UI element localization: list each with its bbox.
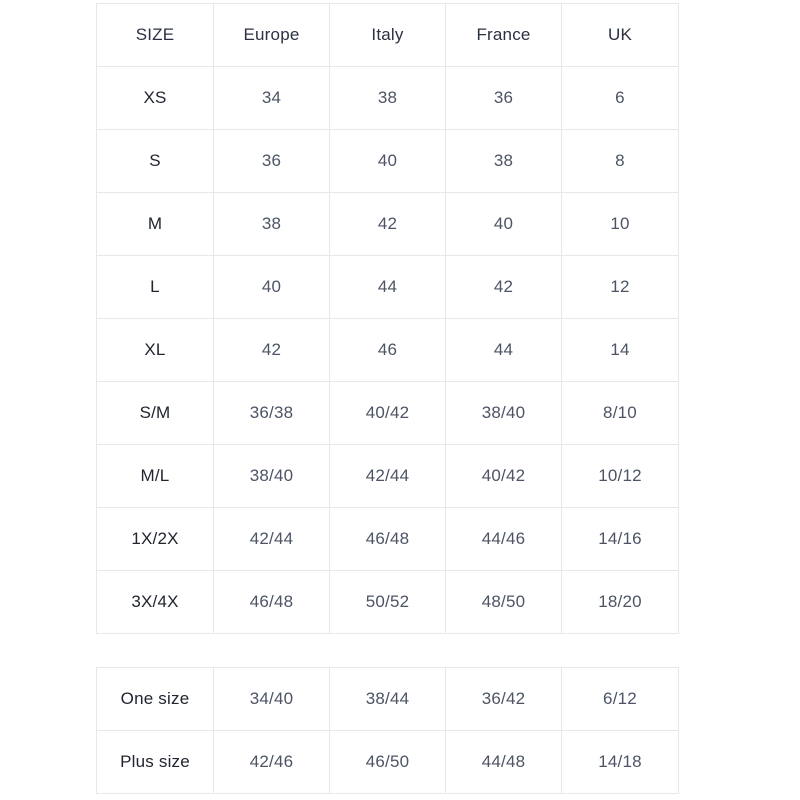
- row-label: 1X/2X: [96, 507, 214, 571]
- row-label: S/M: [96, 381, 214, 445]
- table-row: S 36 40 38 8: [96, 129, 679, 193]
- value-cell: 14: [561, 318, 679, 382]
- value-cell: 44: [329, 255, 446, 319]
- table-row: One size 34/40 38/44 36/42 6/12: [96, 667, 679, 731]
- table-header-row: SIZE Europe Italy France UK: [96, 3, 679, 67]
- value-cell: 46: [329, 318, 446, 382]
- table-row: 1X/2X 42/44 46/48 44/46 14/16: [96, 507, 679, 571]
- row-label: S: [96, 129, 214, 193]
- value-cell: 46/48: [329, 507, 446, 571]
- value-cell: 38: [213, 192, 330, 256]
- value-cell: 10/12: [561, 444, 679, 508]
- value-cell: 40/42: [445, 444, 562, 508]
- value-cell: 42: [329, 192, 446, 256]
- column-header-size: SIZE: [96, 3, 214, 67]
- value-cell: 40: [329, 129, 446, 193]
- value-cell: 36/38: [213, 381, 330, 445]
- row-label: 3X/4X: [96, 570, 214, 634]
- row-label: Plus size: [96, 730, 214, 794]
- table-row: 3X/4X 46/48 50/52 48/50 18/20: [96, 570, 679, 634]
- table-row: S/M 36/38 40/42 38/40 8/10: [96, 381, 679, 445]
- value-cell: 12: [561, 255, 679, 319]
- column-header-europe: Europe: [213, 3, 330, 67]
- value-cell: 36: [445, 66, 562, 130]
- row-label: M: [96, 192, 214, 256]
- value-cell: 48/50: [445, 570, 562, 634]
- table-body: XS 34 38 36 6 S 36 40 38 8 M 38 42 40 10: [96, 66, 679, 634]
- table-header: SIZE Europe Italy France UK: [96, 3, 679, 67]
- column-header-france: France: [445, 3, 562, 67]
- value-cell: 6: [561, 66, 679, 130]
- value-cell: 42/44: [329, 444, 446, 508]
- value-cell: 8: [561, 129, 679, 193]
- value-cell: 38: [445, 129, 562, 193]
- value-cell: 44/48: [445, 730, 562, 794]
- value-cell: 34: [213, 66, 330, 130]
- universal-size-table: One size 34/40 38/44 36/42 6/12 Plus siz…: [96, 667, 679, 794]
- row-label: M/L: [96, 444, 214, 508]
- table-body: One size 34/40 38/44 36/42 6/12 Plus siz…: [96, 667, 679, 794]
- value-cell: 42/46: [213, 730, 330, 794]
- row-label: L: [96, 255, 214, 319]
- value-cell: 46/48: [213, 570, 330, 634]
- value-cell: 44: [445, 318, 562, 382]
- value-cell: 38/40: [213, 444, 330, 508]
- value-cell: 36/42: [445, 667, 562, 731]
- value-cell: 14/18: [561, 730, 679, 794]
- table-row: Plus size 42/46 46/50 44/48 14/18: [96, 730, 679, 794]
- value-cell: 44/46: [445, 507, 562, 571]
- value-cell: 8/10: [561, 381, 679, 445]
- value-cell: 40/42: [329, 381, 446, 445]
- value-cell: 18/20: [561, 570, 679, 634]
- value-cell: 46/50: [329, 730, 446, 794]
- value-cell: 40: [213, 255, 330, 319]
- value-cell: 42: [445, 255, 562, 319]
- table-row: L 40 44 42 12: [96, 255, 679, 319]
- table-row: XL 42 46 44 14: [96, 318, 679, 382]
- value-cell: 42/44: [213, 507, 330, 571]
- value-cell: 34/40: [213, 667, 330, 731]
- table-row: XS 34 38 36 6: [96, 66, 679, 130]
- table-row: M 38 42 40 10: [96, 192, 679, 256]
- value-cell: 38/40: [445, 381, 562, 445]
- column-header-italy: Italy: [329, 3, 446, 67]
- row-label: One size: [96, 667, 214, 731]
- value-cell: 36: [213, 129, 330, 193]
- size-conversion-table: SIZE Europe Italy France UK XS 34 38 36 …: [96, 3, 679, 634]
- column-header-uk: UK: [561, 3, 679, 67]
- value-cell: 38: [329, 66, 446, 130]
- row-label: XL: [96, 318, 214, 382]
- value-cell: 14/16: [561, 507, 679, 571]
- value-cell: 38/44: [329, 667, 446, 731]
- row-label: XS: [96, 66, 214, 130]
- value-cell: 40: [445, 192, 562, 256]
- value-cell: 50/52: [329, 570, 446, 634]
- table-row: M/L 38/40 42/44 40/42 10/12: [96, 444, 679, 508]
- value-cell: 6/12: [561, 667, 679, 731]
- value-cell: 10: [561, 192, 679, 256]
- value-cell: 42: [213, 318, 330, 382]
